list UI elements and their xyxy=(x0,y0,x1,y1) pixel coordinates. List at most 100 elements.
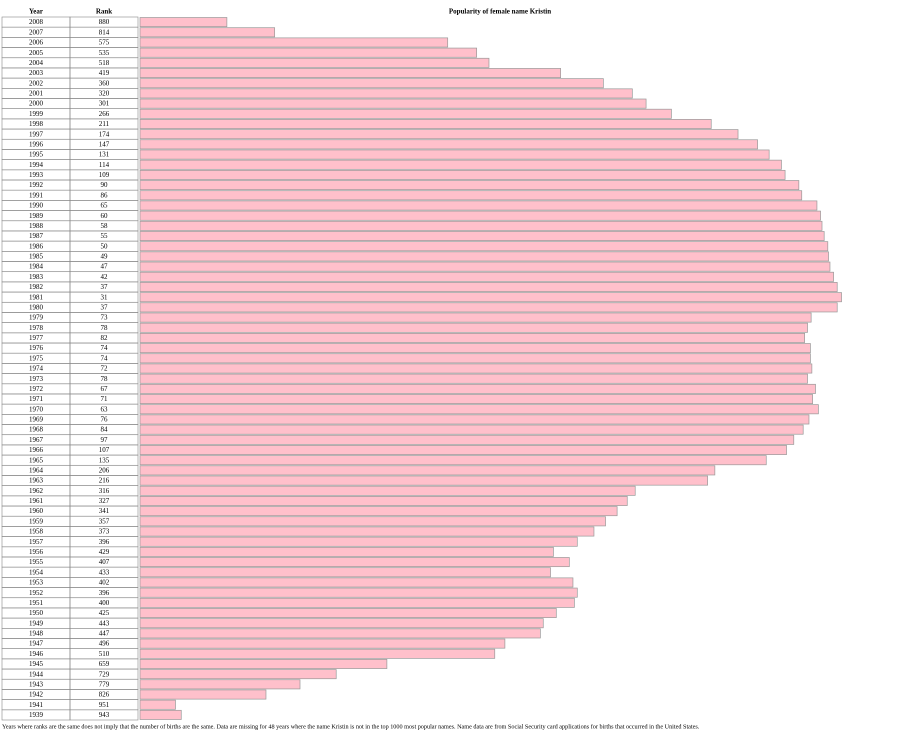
rank-label: 74 xyxy=(101,344,109,352)
bar xyxy=(139,689,267,700)
year-label: 1971 xyxy=(29,395,44,403)
year-label: 1986 xyxy=(29,242,44,250)
bar xyxy=(139,659,388,669)
year-label: 1999 xyxy=(29,110,44,118)
rank-label: 396 xyxy=(99,589,110,597)
rank-label: 71 xyxy=(101,395,109,403)
rank-label: 72 xyxy=(101,365,109,373)
rank-label: 31 xyxy=(101,293,109,301)
bar xyxy=(139,169,786,180)
year-label: 1964 xyxy=(29,466,44,474)
rank-label: 78 xyxy=(101,324,109,332)
bar xyxy=(139,88,633,99)
rank-label: 429 xyxy=(99,548,110,556)
year-label: 1969 xyxy=(29,416,44,424)
year-label: 2002 xyxy=(29,79,44,87)
rank-label: 58 xyxy=(101,222,109,230)
bar xyxy=(139,608,557,618)
year-label: 1951 xyxy=(29,599,44,607)
bar xyxy=(139,557,570,568)
year-label: 1973 xyxy=(29,375,44,383)
year-label: 1966 xyxy=(29,446,44,454)
year-label: 1993 xyxy=(29,171,44,179)
year-label: 1975 xyxy=(29,354,44,362)
bar xyxy=(139,679,301,690)
year-label: 1939 xyxy=(29,711,44,719)
bar xyxy=(139,536,578,547)
year-label: 1950 xyxy=(29,609,44,617)
rank-label: 216 xyxy=(99,477,110,485)
year-label: 1944 xyxy=(29,670,44,678)
rank-label: 496 xyxy=(99,640,110,648)
year-label: 2003 xyxy=(29,69,44,77)
year-label: 1990 xyxy=(29,202,44,210)
bar xyxy=(139,567,551,578)
bar xyxy=(139,455,767,466)
rank-label: 82 xyxy=(101,334,109,342)
rank-header: Rank xyxy=(96,8,112,16)
bar xyxy=(139,271,834,282)
rank-label: 880 xyxy=(99,18,110,26)
rank-label: 65 xyxy=(101,202,109,210)
bar xyxy=(139,485,636,496)
bar xyxy=(139,241,829,252)
bar xyxy=(139,129,739,140)
bar xyxy=(139,587,578,598)
rank-cell xyxy=(69,709,139,721)
year-label: 1965 xyxy=(29,456,44,464)
year-label: 1955 xyxy=(29,558,44,566)
year-label: 1954 xyxy=(29,568,44,576)
year-label: 1959 xyxy=(29,517,44,525)
year-label: 1947 xyxy=(29,640,44,648)
year-label: 1998 xyxy=(29,120,44,128)
rank-label: 425 xyxy=(99,609,110,617)
year-label: 1948 xyxy=(29,630,44,638)
rank-label: 86 xyxy=(101,191,109,199)
year-label: 1945 xyxy=(29,660,44,668)
rank-label: 135 xyxy=(99,456,110,464)
bar xyxy=(139,648,496,659)
bar xyxy=(139,373,808,384)
bar xyxy=(139,383,816,394)
rank-label: 814 xyxy=(99,28,110,36)
rank-label: 341 xyxy=(99,507,110,515)
year-label: 1979 xyxy=(29,314,44,322)
bar xyxy=(139,68,561,78)
bar xyxy=(139,98,647,109)
bar xyxy=(139,119,712,129)
rank-label: 729 xyxy=(99,670,110,678)
year-label: 1960 xyxy=(29,507,44,515)
rank-label: 37 xyxy=(101,283,109,291)
year-label: 1978 xyxy=(29,324,44,332)
bar xyxy=(139,27,276,38)
bar xyxy=(139,200,818,211)
rank-label: 206 xyxy=(99,466,110,474)
rank-label: 301 xyxy=(99,100,110,108)
bar xyxy=(139,37,449,48)
bar xyxy=(139,516,606,527)
rank-label: 779 xyxy=(99,680,110,688)
rank-label: 943 xyxy=(99,711,110,719)
rank-label: 447 xyxy=(99,630,110,638)
rank-label: 826 xyxy=(99,691,110,699)
rank-label: 50 xyxy=(101,242,109,250)
bar xyxy=(139,496,628,506)
bar xyxy=(139,709,182,720)
year-label: 1957 xyxy=(29,538,44,546)
bar xyxy=(139,506,618,517)
rank-label: 73 xyxy=(101,314,109,322)
year-label: 1991 xyxy=(29,191,44,199)
year-label: 1967 xyxy=(29,436,44,444)
bar xyxy=(139,414,810,425)
rank-label: 109 xyxy=(99,171,110,179)
bar xyxy=(139,108,672,119)
year-label: 2000 xyxy=(29,100,44,108)
rank-label: 107 xyxy=(99,446,110,454)
year-label: 1997 xyxy=(29,130,44,138)
footnote: Years where ranks are the same does not … xyxy=(2,723,700,730)
rank-label: 360 xyxy=(99,79,110,87)
year-label: 1963 xyxy=(29,477,44,485)
year-label: 1977 xyxy=(29,334,44,342)
year-label: 1982 xyxy=(29,283,44,291)
bar xyxy=(139,597,575,608)
